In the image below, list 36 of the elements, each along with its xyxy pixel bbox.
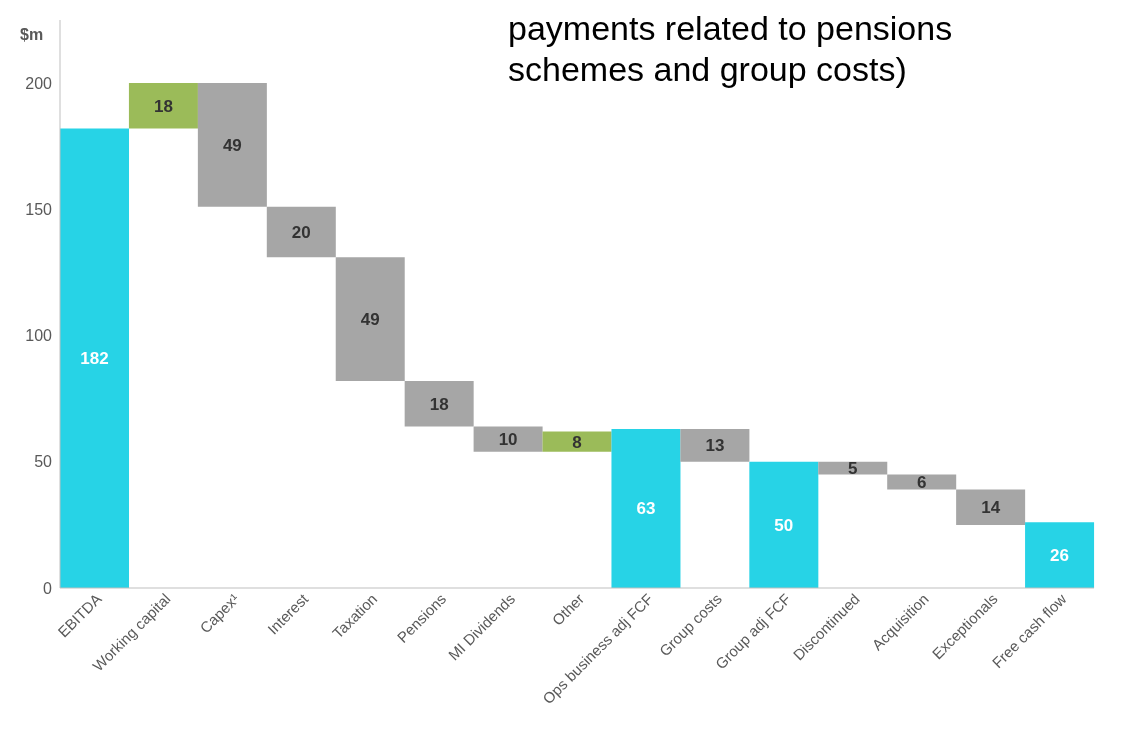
data-label: 13 — [705, 436, 725, 456]
bar — [542, 431, 612, 452]
bar — [266, 206, 336, 258]
data-label: 63 — [636, 499, 656, 519]
data-label: 6 — [916, 472, 927, 492]
bar — [128, 83, 198, 129]
data-label: 18 — [153, 96, 173, 116]
data-label: 18 — [429, 394, 449, 414]
bar — [335, 257, 405, 381]
data-label: 49 — [360, 310, 380, 330]
data-label: 14 — [981, 498, 1001, 518]
y-tick-label: 100 — [25, 327, 53, 345]
data-label: 50 — [774, 515, 794, 535]
bar — [956, 489, 1026, 525]
y-tick-label: 150 — [25, 201, 53, 219]
bar — [404, 381, 474, 427]
bar — [680, 428, 750, 462]
data-label: 49 — [222, 135, 242, 155]
data-label: 20 — [291, 223, 311, 243]
y-axis-title: $m — [20, 26, 44, 44]
bar — [473, 426, 543, 452]
data-label: 26 — [1050, 546, 1070, 566]
bar — [60, 128, 129, 588]
bar — [749, 461, 819, 588]
data-label: 5 — [848, 459, 858, 479]
y-tick-label: 0 — [43, 579, 53, 597]
annotation: payments related to pensions schemes and group costs) — [508, 8, 954, 90]
y-tick-label: 200 — [25, 74, 53, 92]
bar — [197, 83, 267, 207]
bar — [611, 428, 681, 588]
y-tick-label: 50 — [34, 453, 53, 471]
data-label: 182 — [80, 349, 109, 369]
data-label: 10 — [498, 430, 518, 450]
bar — [1025, 522, 1095, 588]
data-label: 8 — [572, 432, 582, 452]
bar — [887, 474, 957, 490]
